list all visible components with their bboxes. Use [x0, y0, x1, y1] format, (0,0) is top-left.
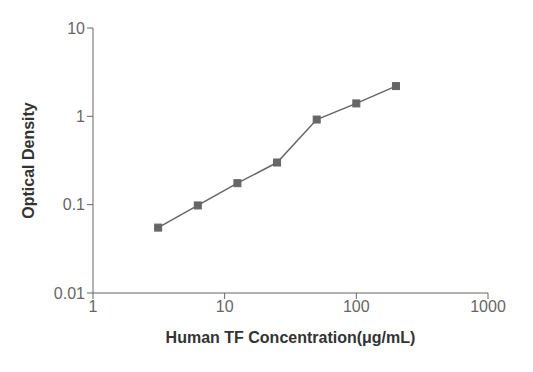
- svg-text:Human TF Concentration(μg/mL): Human TF Concentration(μg/mL): [166, 329, 416, 346]
- svg-text:10: 10: [67, 20, 85, 37]
- svg-text:0.01: 0.01: [54, 285, 85, 302]
- svg-text:100: 100: [343, 298, 370, 315]
- svg-text:1: 1: [76, 108, 85, 125]
- svg-text:10: 10: [216, 298, 234, 315]
- svg-text:Optical Density: Optical Density: [20, 102, 37, 219]
- svg-text:1000: 1000: [470, 298, 506, 315]
- svg-text:0.1: 0.1: [63, 196, 85, 213]
- svg-text:1: 1: [89, 298, 98, 315]
